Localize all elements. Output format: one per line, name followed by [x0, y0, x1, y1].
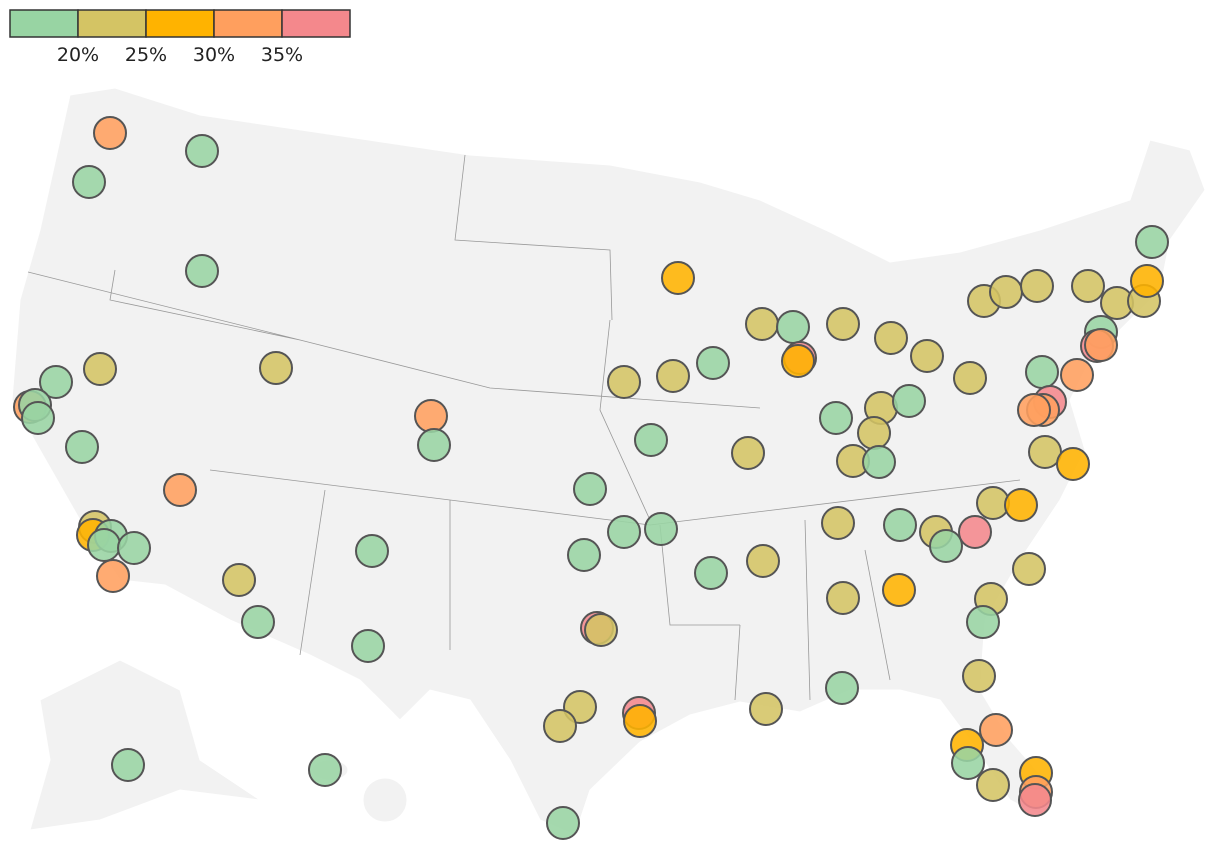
city-point [874, 321, 908, 355]
city-point [259, 351, 293, 385]
city-point [731, 436, 765, 470]
city-point [781, 344, 815, 378]
city-point [308, 753, 342, 787]
city-point [929, 529, 963, 563]
city-point [241, 605, 275, 639]
city-point [573, 472, 607, 506]
legend-tick-label: 35% [261, 44, 303, 66]
city-point [857, 416, 891, 450]
city-point [21, 401, 55, 435]
legend-tick-label: 20% [57, 44, 99, 66]
city-point [644, 512, 678, 546]
city-point [966, 605, 1000, 639]
city-point [567, 538, 601, 572]
city-point [543, 709, 577, 743]
city-point [96, 559, 130, 593]
city-point [745, 307, 779, 341]
city-point [607, 365, 641, 399]
city-point [1004, 488, 1038, 522]
hawaii [362, 777, 408, 823]
city-point [746, 544, 780, 578]
legend-swatch [9, 9, 79, 38]
city-point [819, 401, 853, 435]
city-point [351, 629, 385, 663]
city-point [1012, 552, 1046, 586]
city-point [39, 365, 73, 399]
city-point [862, 445, 896, 479]
city-point [979, 713, 1013, 747]
city-point [117, 531, 151, 565]
city-point [1020, 269, 1054, 303]
city-point [826, 581, 860, 615]
city-point [185, 134, 219, 168]
city-point [1056, 447, 1090, 481]
city-point [656, 359, 690, 393]
legend-swatch [213, 9, 283, 38]
city-point [696, 346, 730, 380]
city-point [607, 515, 641, 549]
legend: 20% 25% 30% 35% [9, 9, 351, 66]
city-point [1018, 783, 1052, 817]
city-point [1130, 264, 1164, 298]
city-point [65, 430, 99, 464]
city-point [222, 563, 256, 597]
legend-swatch [145, 9, 215, 38]
city-point [414, 399, 448, 433]
city-point [111, 748, 145, 782]
city-point [1025, 355, 1059, 389]
city-point [1135, 225, 1169, 259]
city-point [694, 556, 728, 590]
legend-swatch [77, 9, 147, 38]
city-point [1084, 328, 1118, 362]
alaska [29, 659, 261, 831]
city-point [951, 746, 985, 780]
city-point [355, 534, 389, 568]
city-point [958, 515, 992, 549]
city-point [417, 428, 451, 462]
city-point [546, 806, 580, 840]
city-point [185, 254, 219, 288]
contiguous-us [11, 87, 1206, 836]
city-point [953, 361, 987, 395]
legend-tick-label: 30% [193, 44, 235, 66]
points [13, 116, 1169, 840]
city-point [83, 352, 117, 386]
city-point [93, 116, 127, 150]
city-point [776, 310, 810, 344]
city-point [882, 573, 916, 607]
city-point [1060, 358, 1094, 392]
city-point [163, 473, 197, 507]
city-point [826, 307, 860, 341]
city-point [87, 528, 121, 562]
city-point [825, 671, 859, 705]
city-point [883, 508, 917, 542]
city-point [821, 506, 855, 540]
city-point [749, 692, 783, 726]
city-point [584, 613, 618, 647]
city-point [623, 704, 657, 738]
legend-swatch [281, 9, 351, 38]
city-point [962, 659, 996, 693]
city-point [1071, 269, 1105, 303]
city-point [661, 261, 695, 295]
city-point [72, 165, 106, 199]
city-point [910, 339, 944, 373]
land [11, 87, 1206, 836]
city-point [634, 423, 668, 457]
city-point [976, 768, 1010, 802]
legend-tick-label: 25% [125, 44, 167, 66]
city-point [1017, 393, 1051, 427]
city-point [989, 275, 1023, 309]
city-point [892, 384, 926, 418]
